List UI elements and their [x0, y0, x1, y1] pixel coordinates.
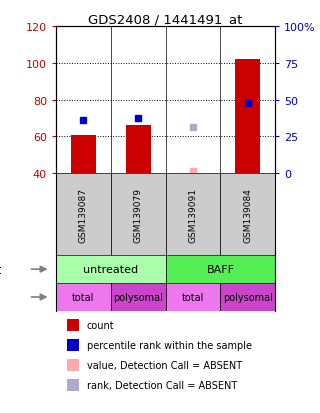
Text: GSM139087: GSM139087: [79, 188, 88, 242]
Bar: [220, 283, 275, 311]
Text: GSM139084: GSM139084: [243, 188, 252, 242]
Text: BAFF: BAFF: [206, 264, 235, 275]
Bar: [67, 339, 79, 351]
Bar: [166, 174, 220, 256]
Bar: [126, 126, 150, 174]
Bar: [166, 256, 275, 283]
Text: untreated: untreated: [83, 264, 138, 275]
Text: total: total: [72, 292, 95, 302]
Text: percentile rank within the sample: percentile rank within the sample: [87, 340, 252, 350]
Text: protocol: protocol: [0, 291, 1, 304]
Bar: [166, 283, 220, 311]
Text: GSM139079: GSM139079: [134, 188, 143, 242]
Bar: [67, 359, 79, 371]
Text: value, Detection Call = ABSENT: value, Detection Call = ABSENT: [87, 360, 242, 370]
Bar: [111, 283, 166, 311]
Bar: [56, 174, 111, 256]
Title: GDS2408 / 1441491_at: GDS2408 / 1441491_at: [88, 13, 243, 26]
Text: polysomal: polysomal: [223, 292, 273, 302]
Text: GSM139091: GSM139091: [188, 188, 197, 242]
Bar: [111, 174, 165, 256]
Text: agent: agent: [0, 263, 1, 276]
Text: rank, Detection Call = ABSENT: rank, Detection Call = ABSENT: [87, 380, 237, 390]
Bar: [220, 174, 275, 256]
Text: count: count: [87, 320, 114, 330]
Bar: [236, 60, 260, 174]
Bar: [67, 380, 79, 391]
Bar: [67, 319, 79, 331]
Bar: [56, 256, 166, 283]
Text: total: total: [182, 292, 204, 302]
Text: polysomal: polysomal: [113, 292, 163, 302]
Bar: [56, 283, 111, 311]
Bar: [71, 135, 96, 174]
